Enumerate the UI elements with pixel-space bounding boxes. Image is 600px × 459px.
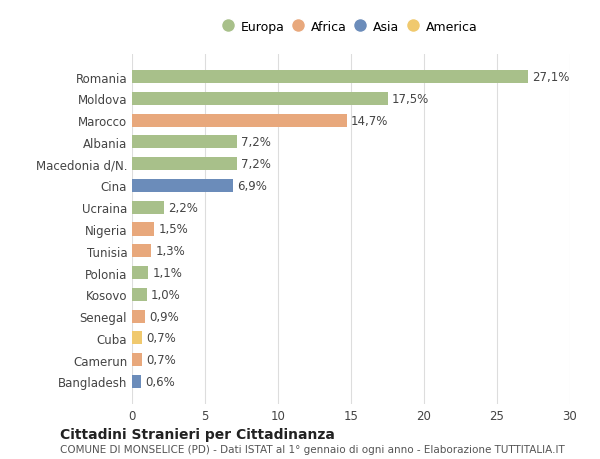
Bar [132,310,145,323]
Text: 1,5%: 1,5% [158,223,188,236]
Text: 2,2%: 2,2% [169,202,199,214]
Text: 17,5%: 17,5% [392,93,429,106]
Bar [132,288,146,301]
Text: 7,2%: 7,2% [241,136,271,149]
Bar [132,179,233,193]
Text: 7,2%: 7,2% [241,158,271,171]
Bar [132,136,237,149]
Text: 6,9%: 6,9% [237,179,267,192]
Text: 0,9%: 0,9% [149,310,179,323]
Bar [132,223,154,236]
Text: 1,3%: 1,3% [155,245,185,257]
Bar [132,266,148,280]
Bar [132,158,237,171]
Text: 0,7%: 0,7% [146,353,176,366]
Bar [132,201,164,214]
Bar [132,71,527,84]
Text: 27,1%: 27,1% [532,71,569,84]
Bar [132,353,142,366]
Bar [132,114,347,128]
Text: 14,7%: 14,7% [351,114,388,128]
Bar [132,245,151,258]
Bar [132,93,388,106]
Legend: Europa, Africa, Asia, America: Europa, Africa, Asia, America [220,16,482,39]
Text: 1,1%: 1,1% [152,267,182,280]
Text: 0,7%: 0,7% [146,331,176,345]
Bar [132,375,141,388]
Text: 1,0%: 1,0% [151,288,181,301]
Text: Cittadini Stranieri per Cittadinanza: Cittadini Stranieri per Cittadinanza [60,427,335,441]
Bar [132,331,142,345]
Text: COMUNE DI MONSELICE (PD) - Dati ISTAT al 1° gennaio di ogni anno - Elaborazione : COMUNE DI MONSELICE (PD) - Dati ISTAT al… [60,444,565,454]
Text: 0,6%: 0,6% [145,375,175,388]
